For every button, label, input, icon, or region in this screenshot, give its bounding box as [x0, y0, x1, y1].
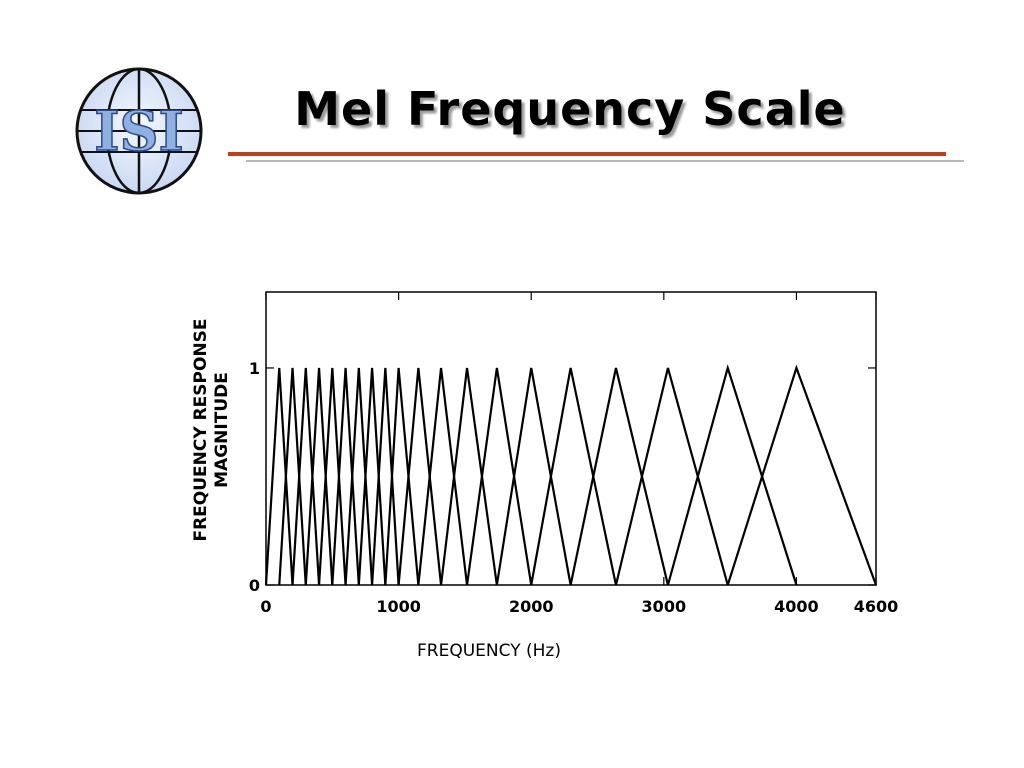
- x-tick-label: 1000: [376, 597, 421, 616]
- x-tick-label: 3000: [642, 597, 687, 616]
- mel-filter-19: [666, 364, 798, 586]
- mel-filter-9: [370, 367, 400, 586]
- mel-filter-12: [417, 367, 469, 586]
- mel-filter-2: [278, 367, 307, 586]
- title-underline-gray: [246, 160, 964, 162]
- mel-filter-13: [439, 367, 498, 586]
- isi-logo: ISI: [68, 58, 210, 204]
- slide-title: Mel Frequency Scale: [294, 82, 846, 136]
- plot-area: 0 1000 2000 3000 4000 4600 0 1: [249, 291, 899, 616]
- title-underline-red: [228, 152, 946, 156]
- y-axis-label-line-1: FREQUENCY RESPONSE: [191, 318, 211, 541]
- mel-filter-15: [495, 367, 572, 586]
- logo-lettering: ISI: [94, 99, 184, 163]
- plot-frame: [265, 291, 877, 586]
- y-axis-label: FREQUENCY RESPONSE MAGNITUDE: [191, 318, 232, 541]
- mel-filter-1: [264, 367, 294, 586]
- x-axis-label: FREQUENCY (Hz): [417, 641, 561, 661]
- mel-filter-10: [384, 367, 420, 586]
- mel-filter-18: [614, 367, 729, 586]
- mel-filter-6: [331, 367, 360, 586]
- mel-filter-7: [344, 367, 374, 586]
- mel-filter-8: [357, 367, 387, 586]
- y-tick-label: 1: [249, 359, 260, 378]
- y-axis-label-line-2: MAGNITUDE: [212, 372, 232, 488]
- x-tick-label: 4000: [774, 597, 819, 616]
- mel-filter-20: [726, 364, 878, 586]
- x-tick-label: 0: [260, 597, 271, 616]
- mel-filterbank-chart: FREQUENCY RESPONSE MAGNITUDE FREQUENCY (…: [191, 291, 899, 661]
- mel-filter-17: [569, 367, 670, 586]
- y-tick-label: 0: [249, 576, 260, 595]
- x-tick-label: 4600: [854, 597, 899, 616]
- mel-filter-14: [465, 367, 533, 586]
- x-tick-label: 2000: [509, 597, 554, 616]
- mel-filter-5: [317, 367, 347, 586]
- mel-filter-11: [397, 367, 443, 586]
- mel-filter-4: [304, 367, 334, 586]
- mel-filter-16: [530, 367, 618, 586]
- mel-filter-3: [291, 367, 321, 586]
